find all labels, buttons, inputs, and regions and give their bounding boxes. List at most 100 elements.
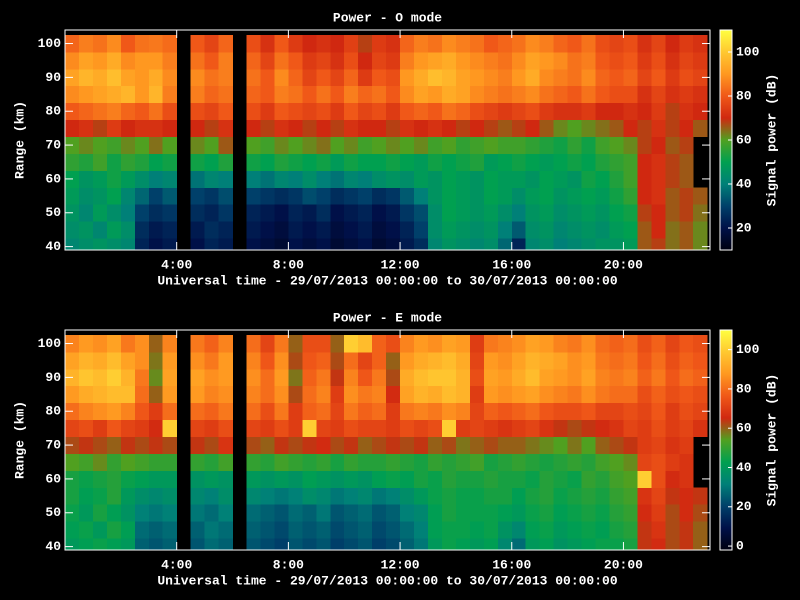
- heatmap-cell: [78, 436, 94, 454]
- heatmap-cell: [134, 368, 150, 387]
- heatmap-cell: [539, 204, 555, 222]
- heatmap-cell: [78, 368, 94, 387]
- heatmap-cell: [693, 402, 708, 421]
- heatmap-cell: [637, 352, 652, 370]
- heatmap-cell: [553, 538, 568, 550]
- heatmap-cell: [162, 85, 178, 104]
- heatmap-cell: [386, 368, 401, 387]
- heatmap-cell: [260, 221, 275, 239]
- heatmap-cell: [134, 153, 150, 171]
- heatmap-cell: [288, 238, 303, 250]
- heatmap-cell: [637, 368, 652, 387]
- heatmap-cell: [92, 102, 108, 121]
- heatmap-cell: [539, 335, 555, 353]
- heatmap-cell: [134, 204, 150, 222]
- heatmap-cell: [400, 504, 415, 522]
- heatmap-cell: [92, 504, 108, 522]
- heatmap-cell: [539, 136, 555, 154]
- heatmap-cell: [386, 436, 401, 454]
- heatmap-cell: [427, 453, 443, 471]
- heatmap-cell: [316, 136, 331, 154]
- heatmap-cell: [553, 52, 568, 70]
- heatmap-cell: [595, 52, 610, 70]
- heatmap-cell: [497, 187, 513, 205]
- heatmap-cell: [120, 153, 136, 171]
- colorbar-tick-label: 80: [736, 381, 752, 396]
- heatmap-cell: [330, 187, 345, 205]
- heatmap-cell: [441, 221, 457, 239]
- heatmap-cell: [358, 352, 373, 370]
- x-tick-label: 12:00: [381, 257, 420, 272]
- heatmap-cell: [441, 487, 457, 505]
- heatmap-cell: [106, 102, 122, 121]
- heatmap-cell: [260, 119, 275, 138]
- heatmap-cell: [511, 170, 527, 188]
- heatmap-cell: [344, 352, 359, 370]
- heatmap-cell: [372, 419, 387, 438]
- heatmap-cell: [581, 419, 596, 438]
- heatmap-cell: [190, 119, 206, 138]
- heatmap-cell: [246, 538, 261, 550]
- heatmap-cell: [344, 521, 359, 539]
- heatmap-cell: [623, 504, 638, 522]
- heatmap-cell: [679, 436, 694, 454]
- heatmap-cell: [455, 52, 471, 70]
- heatmap-cell: [679, 385, 694, 404]
- heatmap-cell: [274, 35, 289, 53]
- heatmap-cell: [497, 538, 513, 550]
- heatmap-cell: [134, 170, 150, 188]
- heatmap-cell: [344, 68, 359, 87]
- heatmap-cell: [483, 221, 499, 239]
- heatmap-cell: [372, 487, 387, 505]
- heatmap-cell: [581, 538, 596, 550]
- heatmap-cell: [427, 385, 443, 404]
- heatmap-cell: [679, 352, 694, 370]
- heatmap-cell: [497, 35, 513, 53]
- heatmap-cell: [134, 52, 150, 70]
- heatmap-cell: [497, 385, 513, 404]
- heatmap-cell: [581, 68, 596, 87]
- heatmap-cell: [469, 538, 485, 550]
- heatmap-cell: [414, 136, 429, 154]
- heatmap-cell: [162, 102, 178, 121]
- heatmap-cell: [316, 153, 331, 171]
- heatmap-cell: [497, 238, 513, 250]
- heatmap-cell: [358, 335, 373, 353]
- heatmap-cell: [260, 538, 275, 550]
- heatmap-cell: [372, 453, 387, 471]
- heatmap-cell: [274, 504, 289, 522]
- heatmap-cell: [330, 419, 345, 438]
- heatmap-cell: [316, 85, 331, 104]
- heatmap-cell: [316, 335, 331, 353]
- heatmap-cell: [302, 153, 317, 171]
- heatmap-cell: [581, 487, 596, 505]
- heatmap-cell: [330, 102, 345, 121]
- heatmap-cell: [92, 538, 108, 550]
- heatmap-cell: [246, 221, 261, 239]
- heatmap-cell: [414, 52, 429, 70]
- heatmap-cell: [274, 153, 289, 171]
- heatmap-cell: [190, 204, 206, 222]
- heatmap-cell: [483, 136, 499, 154]
- heatmap-cell: [78, 204, 94, 222]
- heatmap-cell: [427, 119, 443, 138]
- heatmap-cell: [553, 238, 568, 250]
- heatmap-cell: [386, 221, 401, 239]
- heatmap-cell: [400, 385, 415, 404]
- heatmap-cell: [469, 368, 485, 387]
- heatmap-cell: [679, 35, 694, 53]
- heatmap-cell: [134, 187, 150, 205]
- heatmap-cell: [427, 170, 443, 188]
- heatmap-cell: [693, 204, 708, 222]
- heatmap-cell: [679, 504, 694, 522]
- heatmap-cell: [120, 136, 136, 154]
- heatmap-cell: [288, 521, 303, 539]
- heatmap-cell: [511, 238, 527, 250]
- heatmap-cell: [120, 187, 136, 205]
- heatmap-cell: [218, 538, 233, 550]
- heatmap-cell: [469, 385, 485, 404]
- heatmap-cell: [693, 102, 708, 121]
- heatmap-cell: [372, 470, 387, 488]
- heatmap-cell: [358, 221, 373, 239]
- heatmap-cell: [539, 419, 555, 438]
